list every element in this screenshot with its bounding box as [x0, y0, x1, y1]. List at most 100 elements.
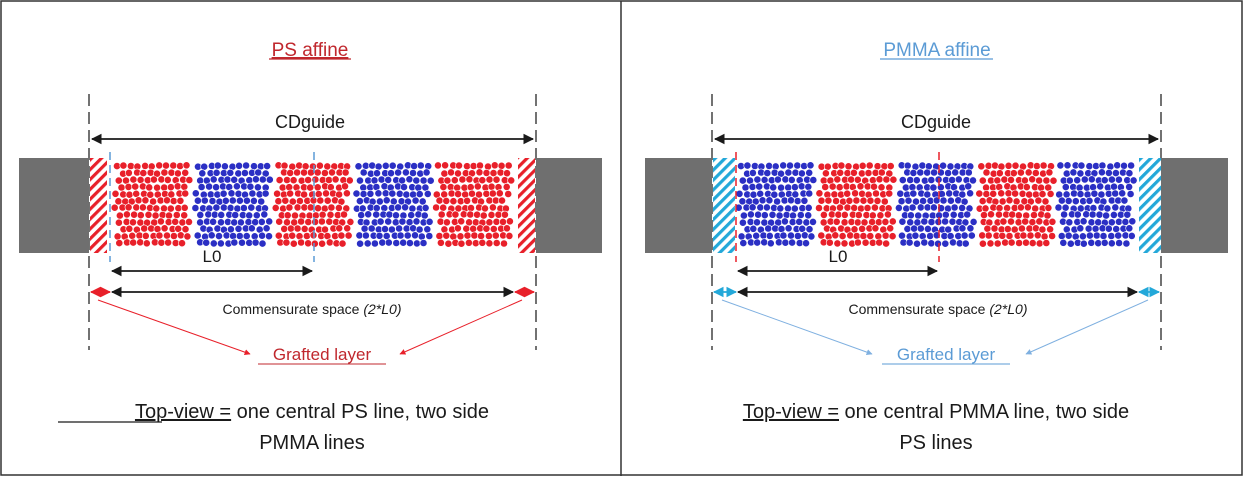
- polymer-bead: [870, 182, 878, 191]
- polymer-bead: [1034, 196, 1043, 205]
- polymer-bead: [125, 190, 134, 199]
- polymer-bead: [355, 197, 364, 205]
- polymer-bead: [478, 176, 487, 185]
- polymer-bead: [1022, 238, 1030, 247]
- polymer-bead: [173, 169, 182, 178]
- polymer-bead: [440, 190, 449, 199]
- polymer-bead: [765, 231, 774, 240]
- polymer-bead: [743, 161, 752, 170]
- polymer-bead: [895, 203, 903, 212]
- polymer-bead: [505, 231, 514, 240]
- polymer-bead: [851, 189, 859, 198]
- polymer-bead: [1018, 224, 1026, 233]
- polymer-bead: [784, 183, 793, 192]
- polymer-bead: [858, 169, 866, 178]
- polymer-bead: [230, 238, 239, 247]
- polymer-bead: [796, 211, 805, 219]
- polymer-bead: [377, 175, 386, 184]
- polymer-bead: [912, 176, 921, 185]
- polymer-bead: [1005, 232, 1014, 240]
- polymer-bead: [941, 239, 950, 248]
- polymer-bead: [227, 189, 236, 198]
- polymer-bead: [1087, 238, 1096, 247]
- polymer-bead: [1025, 190, 1034, 199]
- polymer-bead: [470, 231, 479, 240]
- polymer-bead: [182, 161, 191, 170]
- polymer-bead: [213, 224, 222, 233]
- polymer-bead: [1032, 224, 1040, 233]
- polymer-bead: [1118, 189, 1127, 198]
- polymer-bead: [800, 196, 809, 205]
- polymer-bead: [760, 211, 769, 220]
- polymer-bead: [763, 182, 771, 191]
- polymer-bead: [435, 232, 444, 240]
- polymer-bead: [160, 204, 168, 213]
- polymer-bead: [306, 183, 315, 192]
- polymer-bead: [497, 161, 506, 170]
- polymer-bead: [995, 169, 1004, 178]
- polymer-bead: [949, 238, 957, 247]
- polymer-bead: [352, 189, 361, 198]
- polymer-bead: [815, 189, 824, 198]
- polymer-bead: [176, 196, 185, 205]
- polymer-bead: [1099, 232, 1108, 240]
- polymer-bead: [997, 189, 1006, 198]
- polymer-bead: [503, 169, 511, 178]
- polymer-bead: [845, 196, 854, 205]
- polymer-bead: [485, 175, 494, 184]
- polymer-bead: [804, 203, 813, 212]
- polymer-bead: [183, 232, 192, 241]
- guide-block-right: [536, 158, 602, 253]
- polymer-bead: [451, 210, 460, 219]
- polymer-bead: [884, 210, 892, 219]
- polymer-bead: [981, 204, 990, 213]
- polymer-bead: [1031, 169, 1040, 177]
- polymer-bead: [372, 210, 381, 219]
- polymer-bead: [153, 225, 162, 233]
- polymer-bead: [1062, 190, 1071, 199]
- polymer-bead: [456, 232, 465, 241]
- polymer-bead: [769, 183, 778, 192]
- polymer-bead: [989, 189, 998, 198]
- polymer-bead: [873, 196, 882, 205]
- grafted-layer-left: [713, 158, 735, 253]
- polymer-bead: [392, 211, 400, 220]
- polymer-bead: [172, 211, 181, 219]
- polymer-bead: [163, 231, 171, 240]
- polymer-bead: [787, 196, 795, 205]
- polymer-bead: [208, 197, 217, 205]
- polymer-bead: [504, 161, 513, 170]
- polymer-bead: [1033, 162, 1041, 170]
- polymer-bead: [230, 175, 239, 184]
- polymer-bead: [885, 189, 894, 198]
- polymer-bead: [466, 183, 475, 192]
- polymer-bead: [866, 196, 875, 205]
- polymer-bead: [951, 168, 960, 177]
- polymer-bead: [828, 210, 836, 219]
- polymer-bead: [205, 182, 213, 191]
- polymer-bead: [335, 190, 343, 199]
- polymer-bead: [832, 197, 840, 205]
- polymer-bead: [400, 183, 408, 191]
- polymer-bead: [977, 162, 986, 171]
- polymer-bead: [502, 182, 511, 191]
- polymer-bead: [217, 218, 225, 227]
- polymer-bead: [854, 211, 863, 219]
- polymer-bead: [260, 210, 269, 219]
- polymer-bead: [840, 210, 849, 219]
- polymer-bead: [412, 217, 421, 226]
- polymer-bead: [149, 197, 157, 206]
- polymer-bead: [286, 189, 294, 198]
- polymer-bead: [113, 232, 122, 241]
- polymer-bead: [886, 162, 895, 170]
- polymer-bead: [1004, 161, 1013, 170]
- polymer-bead: [239, 204, 248, 212]
- polymer-bead: [419, 176, 428, 185]
- polymer-bead: [231, 211, 240, 219]
- polymer-bead: [1077, 161, 1086, 170]
- polymer-bead: [1128, 217, 1137, 226]
- polymer-bead: [482, 224, 491, 233]
- polymer-bead: [823, 162, 832, 171]
- polymer-bead: [1125, 169, 1134, 178]
- polymer-bead: [978, 176, 987, 185]
